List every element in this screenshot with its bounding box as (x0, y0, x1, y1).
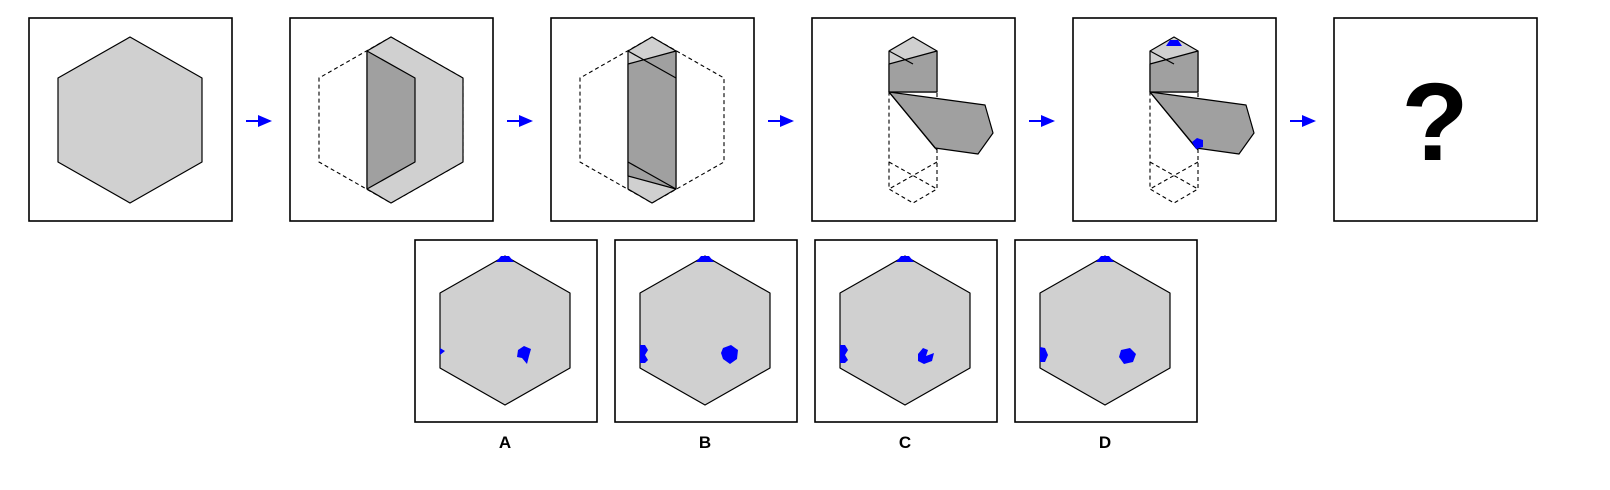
step-3-panel (550, 17, 755, 222)
punched-hole-flap (1192, 138, 1203, 149)
option-d[interactable]: D (1014, 239, 1198, 452)
original-outline (579, 36, 725, 204)
folded-strip (627, 50, 677, 190)
hole-top (1096, 256, 1114, 262)
paper-hexagon (57, 36, 203, 204)
step-1-panel (28, 17, 233, 222)
hole-right (721, 345, 738, 364)
hole-right (918, 348, 934, 364)
option-b[interactable]: B (614, 239, 798, 452)
step-5-panel (1072, 17, 1277, 222)
step-2-panel (289, 17, 494, 222)
question-mark: ? (1401, 61, 1468, 184)
step-4-panel (811, 17, 1016, 222)
folded-flap (366, 50, 416, 190)
hole-left (640, 345, 648, 363)
hole-top (496, 256, 514, 262)
option-c[interactable]: C (814, 239, 998, 452)
option-label-a: A (499, 433, 511, 452)
question-panel: ? (1333, 17, 1538, 222)
option-label-d: D (1099, 433, 1111, 452)
hole-right (1119, 348, 1136, 364)
option-label-c: C (899, 433, 911, 452)
option-label-b: B (699, 433, 711, 452)
hole-left (840, 345, 848, 363)
punched-hole-top (1166, 40, 1182, 46)
hole-top (696, 256, 714, 262)
hole-top (896, 256, 914, 262)
hole-left (440, 348, 445, 355)
original-outline (318, 36, 464, 204)
option-a[interactable]: A (414, 239, 598, 452)
hole-left (1040, 347, 1048, 362)
hole-right (517, 346, 531, 364)
